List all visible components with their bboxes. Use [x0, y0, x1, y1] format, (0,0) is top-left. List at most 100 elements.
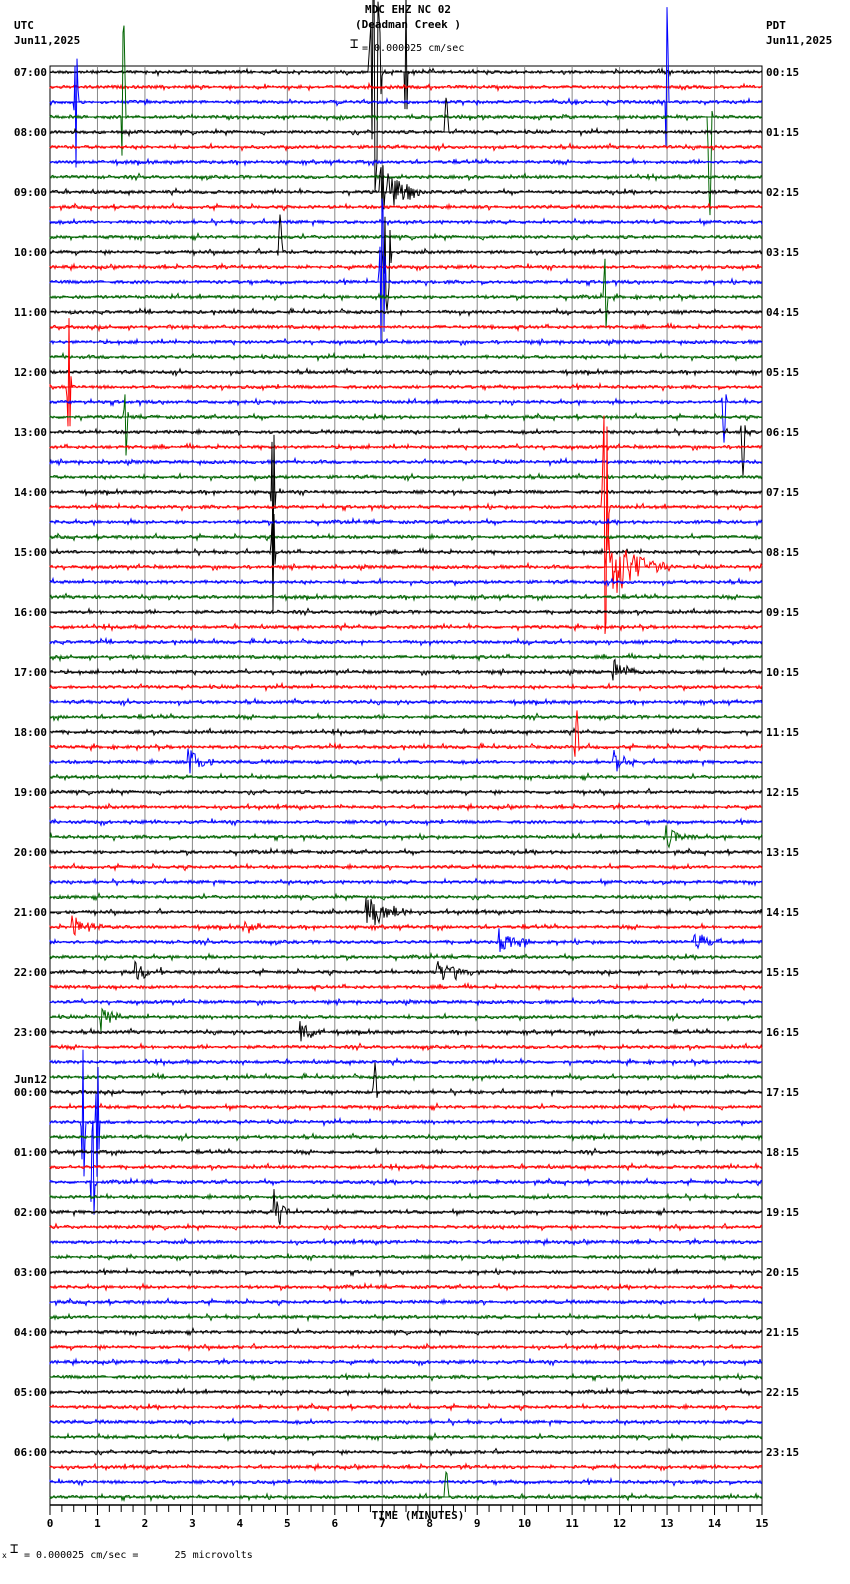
- right-date: Jun11,2025: [766, 34, 833, 47]
- trace-row: [49, 434, 763, 578]
- hour-label: 21:15: [766, 1326, 799, 1339]
- trace-row: [49, 1371, 763, 1383]
- hour-label: 07:00: [14, 66, 47, 79]
- x-tick-label: 6: [331, 1517, 338, 1530]
- trace-row: [49, 394, 763, 443]
- trace-row: [49, 636, 763, 648]
- trace-row: [49, 172, 763, 183]
- left-timezone: UTC: [14, 19, 34, 32]
- x-tick-label: 4: [237, 1517, 244, 1530]
- x-tick-label: 2: [142, 1517, 149, 1530]
- trace-row: [49, 1021, 763, 1042]
- trace-row: [49, 456, 763, 468]
- trace-row: [49, 915, 763, 937]
- hour-label: 23:00: [14, 1026, 47, 1039]
- trace-row: [49, 217, 763, 228]
- station-location: (Deadman Creek ): [355, 18, 461, 31]
- hour-label: 18:00: [14, 726, 47, 739]
- trace-row: [49, 697, 763, 708]
- trace-row: [49, 1102, 763, 1113]
- left-date: Jun11,2025: [14, 34, 81, 47]
- trace-row: [49, 748, 763, 774]
- trace-row: [49, 592, 763, 602]
- trace-row: [49, 1447, 762, 1458]
- x-tick-label: 1: [94, 1517, 101, 1530]
- trace-row: [49, 7, 763, 168]
- hour-label: 08:15: [766, 546, 799, 559]
- x-tick-label: 14: [708, 1517, 722, 1530]
- hour-label: 03:15: [766, 246, 799, 259]
- hour-label: 06:00: [14, 1446, 47, 1459]
- trace-row: [49, 262, 763, 272]
- hour-label: 05:15: [766, 366, 799, 379]
- hour-label: 03:00: [14, 1266, 47, 1279]
- trace-row: [49, 658, 763, 681]
- hour-label: 01:15: [766, 126, 799, 139]
- hour-label: 17:15: [766, 1086, 799, 1099]
- trace-row: [49, 142, 763, 153]
- hour-label: 14:00: [14, 486, 47, 499]
- trace-row: [49, 97, 763, 138]
- trace-row: [49, 892, 763, 902]
- hour-label: 04:15: [766, 306, 799, 319]
- x-tick-label: 11: [566, 1517, 580, 1530]
- hour-label: 01:00: [14, 1146, 47, 1159]
- scale-bar-icon: ⌶: [350, 36, 359, 52]
- trace-row: [49, 1147, 763, 1157]
- footer-prefix: x: [2, 1551, 7, 1560]
- trace-row: [49, 1470, 763, 1503]
- trace-row: [49, 960, 763, 982]
- trace-row: [49, 1417, 763, 1428]
- x-tick-label: 13: [660, 1517, 673, 1530]
- hour-label: 10:00: [14, 246, 47, 259]
- trace-row: [49, 825, 763, 849]
- trace-row: [49, 877, 763, 888]
- trace-row: [49, 928, 763, 952]
- trace-row: [49, 214, 763, 311]
- hour-label: 16:00: [14, 606, 47, 619]
- hour-label: 18:15: [766, 1146, 799, 1159]
- trace-row: [49, 1402, 763, 1412]
- trace-row: [49, 1253, 763, 1262]
- trace-row: [49, 1462, 763, 1472]
- hour-label: 22:00: [14, 966, 47, 979]
- trace-row: [49, 1057, 763, 1068]
- trace-row: [49, 0, 763, 191]
- hour-label: 19:15: [766, 1206, 799, 1219]
- trace-row: [49, 415, 763, 634]
- hour-label: 11:15: [766, 726, 799, 739]
- trace-row: [49, 1476, 763, 1487]
- hour-label: 14:15: [766, 906, 799, 919]
- hour-label: 11:00: [14, 306, 47, 319]
- hour-label: 05:00: [14, 1386, 47, 1399]
- trace-row: [49, 425, 763, 476]
- x-tick-label: 15: [755, 1517, 768, 1530]
- trace-row: [49, 337, 763, 347]
- x-tick-label: 12: [613, 1517, 626, 1530]
- x-tick-label: 7: [379, 1517, 386, 1530]
- hour-label: Jun12: [14, 1073, 47, 1086]
- x-tick-label: 9: [474, 1517, 481, 1530]
- hour-label: 08:00: [14, 126, 47, 139]
- x-tick-label: 0: [47, 1517, 54, 1530]
- trace-row: [49, 817, 763, 827]
- hour-label: 09:15: [766, 606, 799, 619]
- trace-row: [49, 1237, 763, 1247]
- trace-row: [49, 536, 763, 593]
- hour-label: 21:00: [14, 906, 47, 919]
- trace-row: [49, 1049, 762, 1177]
- hour-label: 15:00: [14, 546, 47, 559]
- trace-row: [49, 25, 763, 216]
- x-tick-label: 3: [189, 1517, 196, 1530]
- trace-row: [49, 1266, 763, 1278]
- trace-row: [49, 321, 763, 333]
- hour-label: 23:15: [766, 1446, 799, 1459]
- trace-row: [49, 198, 763, 344]
- trace-row: [49, 576, 763, 588]
- trace-row: [49, 1162, 763, 1173]
- trace-row: [49, 202, 763, 212]
- trace-row: [49, 513, 763, 612]
- hour-label: 10:15: [766, 666, 799, 679]
- trace-row: [49, 1192, 763, 1202]
- footer-scale-text: = 0.000025 cm/sec = 25 microvolts: [24, 1550, 253, 1561]
